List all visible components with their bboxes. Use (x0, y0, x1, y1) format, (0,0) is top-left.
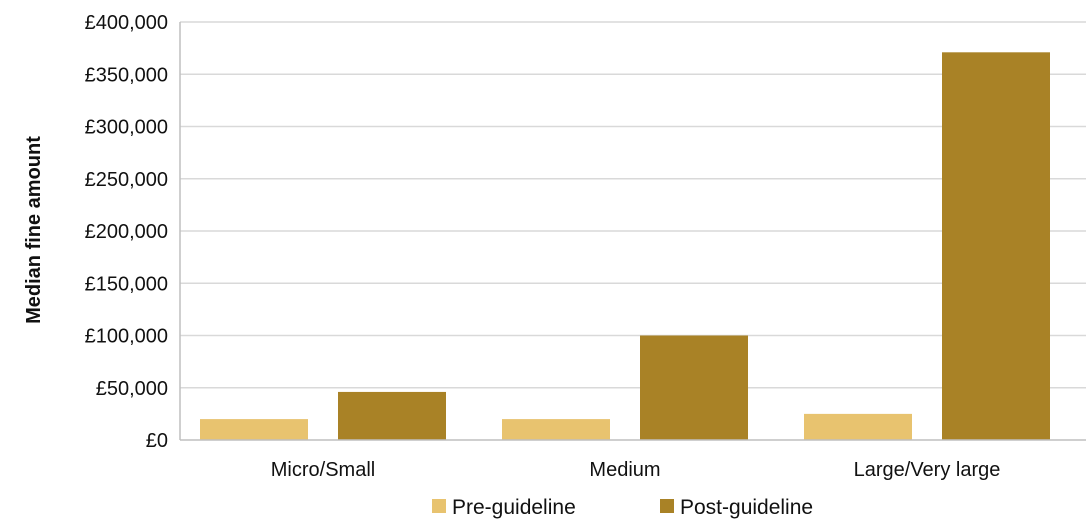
y-tick-label: £350,000 (85, 64, 168, 86)
legend-label: Post-guideline (680, 496, 813, 519)
legend-swatch (660, 499, 674, 513)
y-tick-label: £0 (146, 430, 168, 452)
y-tick-label: £150,000 (85, 273, 168, 295)
y-axis-label: Median fine amount (23, 136, 45, 324)
y-tick-label: £100,000 (85, 326, 168, 348)
y-tick-label: £300,000 (85, 117, 168, 139)
x-tick-label: Large/Very large (854, 459, 1001, 481)
bar-pre-guideline-3 (804, 413, 912, 440)
legend-swatch (432, 499, 446, 513)
gridlines (180, 21, 1086, 389)
y-tick-labels: £0 £50,000 £100,000 £150,000 £200,000 £250,00… (85, 12, 168, 452)
y-tick-label: £200,000 (85, 221, 168, 243)
y-tick-label: £250,000 (85, 169, 168, 191)
x-tick-label: Medium (589, 459, 660, 481)
y-tick-label: £50,000 (96, 378, 168, 400)
bar-pre-guideline-2 (502, 419, 610, 440)
bars (200, 52, 1050, 441)
bar-pre-guideline-1 (200, 419, 308, 440)
bar-post-guideline-2 (640, 335, 748, 440)
bar-post-guideline-3 (942, 52, 1050, 441)
legend: Pre-guideline Post-guideline (432, 496, 813, 519)
legend-label: Pre-guideline (452, 496, 576, 519)
axes (179, 22, 1086, 441)
bar-post-guideline-1 (338, 391, 446, 440)
y-tick-label: £400,000 (85, 12, 168, 34)
x-tick-label: Micro/Small (271, 459, 375, 481)
x-tick-labels: Micro/Small Medium Large/Very large (271, 459, 1001, 481)
